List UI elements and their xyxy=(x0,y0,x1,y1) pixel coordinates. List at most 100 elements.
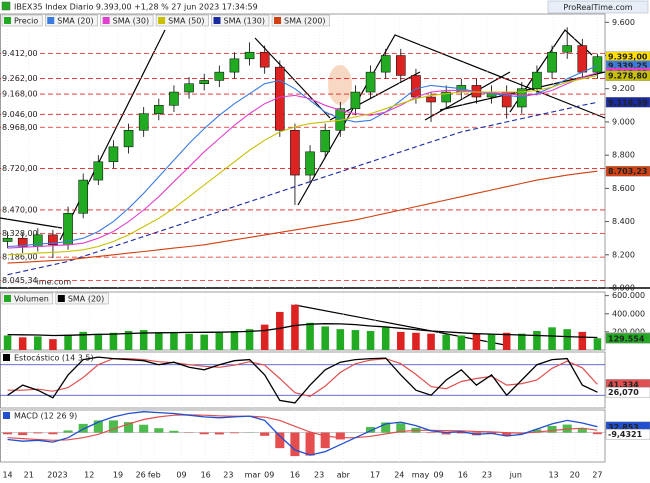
histogram-bar xyxy=(275,432,285,449)
brand-logo: ProRealTime.com xyxy=(563,3,632,12)
histogram-bar xyxy=(199,432,209,435)
volume-bar xyxy=(64,334,72,350)
volume-bar xyxy=(34,336,42,350)
candle-body xyxy=(396,55,406,76)
panel-title: Estocástico (14 3 5) xyxy=(14,354,94,363)
volume-bar xyxy=(472,333,481,350)
x-tick-label: 14 xyxy=(2,471,12,480)
candle-body xyxy=(259,51,270,68)
histogram-bar xyxy=(108,420,118,433)
title-icon xyxy=(1,1,11,11)
level-label-bg xyxy=(1,109,37,119)
x-tick-label: 23 xyxy=(314,471,324,480)
legend-swatch xyxy=(4,295,11,302)
macd-panel xyxy=(0,409,606,463)
y-tick-label: 600.000 xyxy=(612,291,645,300)
value-tag-label: 8.703,23 xyxy=(608,167,647,176)
legend-label: SMA (30) xyxy=(113,17,149,26)
panel-title-icon xyxy=(3,354,10,361)
candle-body xyxy=(320,129,330,153)
candle-body xyxy=(169,91,179,106)
volume-bar xyxy=(502,332,511,350)
x-tick-label: 24 xyxy=(394,471,404,480)
legend-box xyxy=(155,14,209,27)
value-tag xyxy=(605,386,650,398)
value-tag-label: 9.339,25 xyxy=(608,62,648,71)
level-label-bg xyxy=(1,163,37,173)
highlight xyxy=(328,65,352,105)
x-tick-label: 23 xyxy=(223,471,233,480)
volume-bar xyxy=(412,332,420,350)
panel-title-icon xyxy=(3,412,10,419)
candle-body xyxy=(562,45,572,53)
x-tick-label: may xyxy=(412,471,430,480)
candle-body xyxy=(123,129,134,148)
histogram-bar xyxy=(18,432,28,436)
volume-bar xyxy=(155,332,163,350)
volume-bar xyxy=(442,334,450,350)
histogram-bar xyxy=(3,432,13,435)
volume-bar xyxy=(170,331,178,350)
histogram-bar xyxy=(290,432,300,457)
candle-body xyxy=(592,56,603,73)
y-tick-label: 8.000 xyxy=(612,284,635,293)
trend-line xyxy=(424,71,511,121)
trend-line xyxy=(0,217,63,229)
level-label-bg xyxy=(1,122,37,132)
legend-box xyxy=(100,14,154,27)
level-label-bg xyxy=(1,205,37,215)
series-line xyxy=(7,65,598,248)
panel-title: MACD (12 26 9) xyxy=(14,412,77,421)
level-label: 9.412,00 xyxy=(2,49,38,58)
legend-box xyxy=(271,14,330,27)
volume-bar xyxy=(109,332,118,350)
candle-body xyxy=(214,71,225,81)
candle-body xyxy=(48,234,58,246)
x-tick-label: 2023 xyxy=(47,471,67,480)
level-label-bg xyxy=(1,229,37,239)
candle-body xyxy=(290,129,300,176)
level-label-bg xyxy=(1,275,37,285)
volume-bar xyxy=(533,330,541,350)
y-tick-label: 200.000 xyxy=(612,327,645,336)
candle-body xyxy=(108,146,119,163)
volume-bar xyxy=(18,337,27,350)
series-line xyxy=(7,170,598,264)
candle-body xyxy=(154,105,164,114)
histogram-bar xyxy=(139,424,149,433)
histogram-bar xyxy=(124,422,134,433)
x-tick-label: feb xyxy=(148,471,161,480)
trend-line xyxy=(59,29,166,241)
legend-label: SMA (20) xyxy=(68,295,104,304)
volume-bar xyxy=(185,333,193,350)
volume-bar xyxy=(124,330,133,350)
volume-bar xyxy=(245,329,254,350)
series-line xyxy=(7,101,598,276)
level-label: 8.470,00 xyxy=(2,205,38,214)
legend-label: SMA (200) xyxy=(284,17,326,26)
volume-bar xyxy=(548,327,556,350)
y-tick-label: 8.600 xyxy=(612,184,635,193)
x-tick-label: jun xyxy=(509,471,522,480)
level-label: 9.262,00 xyxy=(2,74,38,83)
x-tick-label: mar xyxy=(245,471,262,480)
x-tick-label: abr xyxy=(337,471,351,480)
histogram-bar xyxy=(154,428,164,433)
y-tick-label: 400.000 xyxy=(612,309,645,318)
histogram-bar xyxy=(335,432,345,440)
volume-bar xyxy=(563,329,571,350)
level-label: 9.046,00 xyxy=(2,110,38,119)
x-tick-label: 21 xyxy=(24,471,34,480)
volume-bar xyxy=(518,333,526,350)
legend-swatch xyxy=(213,17,221,24)
level-label: 9.168,00 xyxy=(2,90,38,99)
value-tag-label: 9.278,80 xyxy=(608,72,648,81)
legend-swatch xyxy=(57,295,65,302)
volume-bar xyxy=(260,324,269,350)
histogram-bar xyxy=(48,432,58,435)
volume-bar xyxy=(381,327,390,350)
value-tag xyxy=(605,428,650,440)
histogram-bar xyxy=(93,420,103,433)
